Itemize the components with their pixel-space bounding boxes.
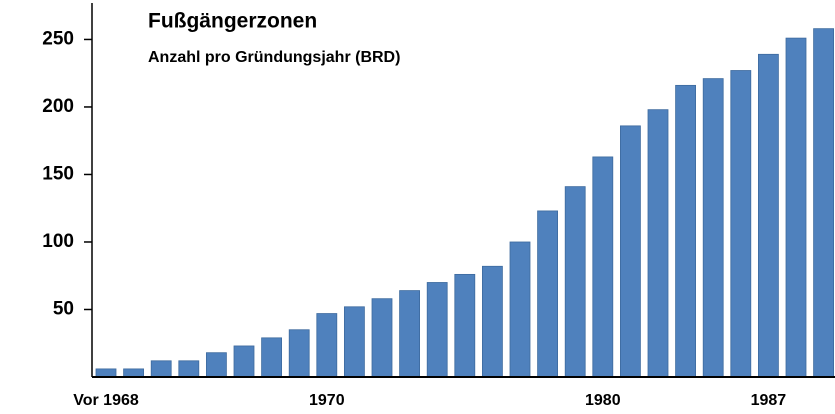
bar	[537, 210, 558, 378]
bar	[813, 28, 834, 378]
x-tick-label: 1987	[751, 392, 787, 409]
y-tick-label: 250	[42, 28, 74, 49]
chart-subtitle: Anzahl pro Gründungsjahr (BRD)	[148, 49, 400, 66]
bar	[702, 78, 724, 378]
bar	[509, 241, 531, 378]
bar	[316, 313, 338, 378]
bar	[343, 306, 365, 378]
bar	[785, 37, 807, 378]
bar	[758, 53, 779, 378]
y-tick-label: 150	[42, 163, 74, 184]
bar	[233, 345, 255, 378]
bar	[730, 70, 752, 378]
bar	[426, 282, 448, 378]
x-tick-label: Vor 1968	[73, 392, 139, 409]
bar	[675, 84, 696, 378]
chart-title: Fußgängerzonen	[148, 10, 317, 33]
bar	[481, 265, 503, 378]
bar	[288, 329, 310, 378]
bar	[620, 125, 641, 378]
bar	[95, 368, 117, 378]
bar	[123, 368, 144, 378]
bar	[454, 273, 476, 378]
bar	[178, 360, 200, 378]
bar	[150, 360, 172, 378]
bar	[592, 156, 614, 378]
bar	[399, 290, 421, 378]
bar	[564, 186, 586, 378]
bar	[371, 298, 393, 378]
x-tick-label: 1970	[309, 392, 345, 409]
x-tick-label: 1980	[585, 392, 621, 409]
y-tick-label: 200	[42, 96, 74, 117]
bar	[261, 337, 283, 378]
bar	[205, 352, 227, 378]
y-tick-label: 100	[42, 231, 74, 252]
y-tick-label: 50	[53, 299, 74, 320]
bar	[647, 109, 669, 378]
